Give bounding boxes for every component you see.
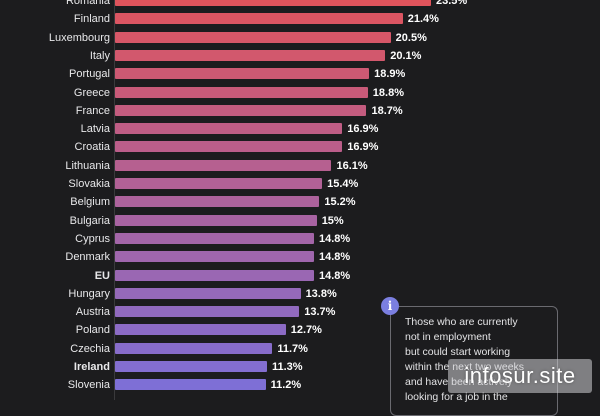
bar [115, 251, 314, 263]
category-label: France [75, 104, 110, 117]
value-label: 16.1% [336, 159, 368, 172]
bar-row: Poland 12.7% [0, 321, 600, 339]
bar [115, 269, 314, 281]
category-label: Finland [73, 13, 110, 26]
bar-row: France 18.7% [0, 102, 600, 120]
category-label: Poland [75, 324, 110, 337]
bar-row: Finland 21.4% [0, 10, 600, 28]
bar-row: EU 14.8% [0, 267, 600, 285]
value-label: 18.7% [371, 104, 403, 117]
value-label: 14.8% [319, 251, 351, 264]
category-label: Czechia [70, 342, 110, 355]
category-label: Denmark [65, 251, 110, 264]
value-label: 15.2% [324, 196, 356, 209]
bar [115, 68, 370, 80]
bar-row: Austria 13.7% [0, 303, 600, 321]
bar [115, 31, 391, 43]
bar [115, 361, 267, 372]
bar [115, 49, 386, 61]
bar-row: Denmark 14.8% [0, 248, 600, 266]
category-label: Slovakia [68, 178, 110, 190]
value-label: 18.8% [372, 86, 404, 99]
axis-line [114, 0, 115, 400]
category-label: Cyprus [75, 232, 110, 245]
bar-row: Cyprus 14.8% [0, 230, 600, 248]
bar [115, 196, 320, 208]
bar-row: Ireland 11.3% [0, 358, 600, 376]
bar-row: Romania 23.5% [0, 0, 600, 10]
bar [115, 287, 301, 299]
bar-row: Slovenia 11.2% [0, 376, 600, 394]
bar-row: Italy 20.1% [0, 47, 600, 65]
watermark: infosur.site [448, 359, 592, 393]
bar-row: Croatia 16.9% [0, 138, 600, 156]
category-label: Romania [65, 0, 110, 7]
value-label: 14.8% [319, 232, 351, 245]
value-label: 13.7% [304, 306, 336, 319]
value-label: 15% [321, 214, 344, 227]
category-label: Bulgaria [69, 214, 110, 227]
category-label: Belgium [70, 196, 110, 209]
category-label: Lithuania [65, 159, 110, 172]
value-label: 11.2% [270, 379, 302, 392]
value-label: 13.8% [305, 287, 337, 300]
bar [115, 306, 300, 318]
bar-row: Bulgaria 15% [0, 212, 600, 230]
category-label: EU [94, 269, 110, 282]
value-label: 16.9% [347, 141, 379, 154]
category-label: Greece [73, 86, 110, 99]
bar [115, 86, 368, 98]
category-label: Luxembourg [48, 31, 110, 44]
value-label: 11.7% [277, 342, 308, 355]
category-label: Portugal [69, 68, 110, 81]
value-label: 16.9% [347, 123, 379, 136]
value-label: 11.3% [271, 361, 303, 373]
bar-row: Slovakia 15.4% [0, 175, 600, 193]
bar-chart: Romania 23.5% Finland 21.4% Luxembourg 20.5% I… [0, 0, 600, 400]
bar [115, 232, 314, 244]
category-label: Ireland [73, 361, 110, 373]
bar-row: Portugal 18.9% [0, 65, 600, 83]
bar [115, 104, 367, 116]
bar [115, 178, 323, 189]
value-label: 20.5% [395, 31, 427, 44]
bar [115, 342, 273, 354]
bar [115, 214, 317, 226]
bar [115, 379, 266, 391]
bar [115, 159, 332, 171]
info-icon[interactable]: i [381, 297, 399, 315]
bar-row: Belgium 15.2% [0, 193, 600, 211]
category-label: Hungary [68, 287, 110, 300]
category-label: Italy [89, 49, 110, 62]
bar [115, 141, 343, 153]
bar-row: Hungary 13.8% [0, 285, 600, 303]
bar [115, 324, 286, 336]
value-label: 23.5% [436, 0, 468, 7]
bar-row: Greece 18.8% [0, 84, 600, 102]
category-label: Croatia [74, 141, 110, 154]
value-label: 18.9% [374, 68, 406, 81]
bar [115, 123, 343, 135]
watermark-text: infosur.site [464, 363, 576, 388]
value-label: 12.7% [290, 324, 322, 337]
category-label: Latvia [80, 123, 110, 136]
bar [115, 13, 403, 25]
category-label: Slovenia [67, 379, 110, 392]
category-label: Austria [75, 306, 110, 319]
bar-row: Luxembourg 20.5% [0, 29, 600, 47]
value-label: 21.4% [407, 13, 439, 26]
value-label: 20.1% [390, 49, 422, 62]
value-label: 14.8% [319, 269, 351, 282]
bar-row: Latvia 16.9% [0, 120, 600, 138]
value-label: 15.4% [327, 178, 359, 190]
bar [115, 0, 431, 6]
bar-row: Lithuania 16.1% [0, 157, 600, 175]
bar-row: Czechia 11.7% [0, 340, 600, 358]
